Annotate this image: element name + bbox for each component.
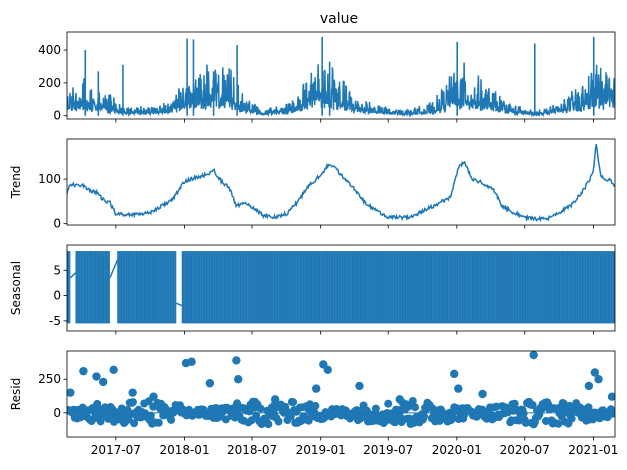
resid-point [584, 403, 593, 412]
xtick-label: 2019-01 [296, 443, 346, 457]
resid-outlier-point [149, 392, 158, 401]
resid-axes-frame [66, 350, 616, 438]
resid-point [129, 398, 137, 407]
resid-point [521, 418, 530, 427]
observed-ytick-label: 400 [38, 43, 61, 57]
observed-axes-frame [66, 31, 616, 120]
resid-outlier-point [187, 357, 196, 366]
resid-outlier-point [607, 392, 615, 401]
resid-outlier-point [79, 366, 88, 376]
resid-point [154, 418, 163, 427]
resid-outlier-point [232, 356, 241, 365]
resid-outlier-point [67, 388, 75, 397]
resid-point [554, 419, 563, 428]
resid-point [146, 411, 155, 420]
observed-panel: 0 200 400 [38, 31, 616, 123]
resid-point [167, 415, 176, 424]
resid-outlier-point [92, 372, 101, 381]
seasonal-ytick-label: 0 [53, 289, 61, 303]
xtick-label: 2018-07 [227, 443, 277, 457]
xtick-label: 2020-07 [500, 443, 550, 457]
resid-outlier-point [594, 375, 603, 384]
seasonal-ylabel: Seasonal [9, 261, 23, 315]
resid-panel: 0 250 2017-07 2018-01 2018-07 2019-01 2019-07 2… [9, 350, 618, 457]
figure-title: value [320, 11, 358, 27]
resid-point [93, 399, 102, 408]
observed-plot-area [67, 36, 615, 118]
trend-ytick-label: 100 [38, 172, 61, 186]
resid-point [311, 401, 320, 410]
resid-outlier-point [584, 381, 594, 391]
resid-ytick-label: 250 [38, 372, 61, 386]
resid-point [510, 399, 519, 408]
resid-outlier-point [450, 369, 459, 379]
xtick-label: 2021-01 [568, 443, 618, 457]
resid-point [420, 412, 428, 421]
resid-outlier-point [205, 379, 215, 388]
resid-plot-area [67, 351, 615, 429]
trend-series-line [67, 144, 615, 223]
resid-point [274, 417, 283, 426]
observed-series-line [67, 62, 615, 118]
seasonal-gap-line [175, 302, 183, 307]
resid-point [289, 398, 298, 407]
seasonal-panel: -5 0 5 Seasonal [9, 244, 616, 335]
resid-ytick-label: 0 [53, 406, 61, 420]
resid-outlier-point [590, 368, 600, 377]
resid-point [411, 403, 419, 412]
resid-point [384, 399, 393, 408]
resid-outlier-point [395, 395, 404, 404]
resid-outlier-point [529, 351, 538, 360]
seasonal-ytick-label: 5 [53, 263, 61, 277]
seasonal-axes-frame [66, 244, 616, 332]
resid-point [408, 397, 417, 405]
seasonal-band [117, 251, 177, 324]
resid-point [371, 404, 380, 413]
xtick-label: 2020-01 [432, 443, 482, 457]
resid-outlier-point [311, 384, 321, 393]
seasonal-gap-line [69, 272, 77, 279]
resid-outlier-point [270, 395, 280, 404]
xtick-label: 2018-01 [159, 443, 209, 457]
resid-outlier-point [323, 365, 332, 375]
observed-ytick-label: 200 [38, 76, 61, 90]
resid-outlier-point [478, 389, 487, 399]
resid-point [567, 414, 576, 423]
resid-outlier-point [454, 384, 463, 393]
observed-ytick-label: 0 [53, 109, 61, 123]
trend-ylabel: Trend [9, 166, 23, 200]
resid-point [264, 420, 273, 429]
resid-point [404, 402, 413, 411]
seasonal-band [67, 251, 71, 324]
resid-point [252, 411, 261, 420]
seasonal-ytick-label: -5 [49, 314, 61, 328]
resid-point [286, 412, 295, 421]
resid-outlier-point [128, 388, 137, 397]
seasonal-plot-area [67, 251, 615, 324]
resid-outlier-point [355, 381, 364, 391]
trend-panel: 0 100 Trend [9, 138, 616, 231]
resid-outlier-point [234, 375, 243, 384]
resid-ylabel: Resid [9, 378, 23, 410]
seasonal-gap-line [109, 259, 119, 279]
resid-point [256, 404, 265, 413]
resid-point [519, 409, 528, 418]
trend-ytick-label: 0 [53, 217, 61, 231]
resid-point [528, 401, 537, 409]
trend-plot-area [67, 144, 615, 223]
xtick-label: 2017-07 [91, 443, 141, 457]
resid-point [130, 419, 139, 428]
resid-outlier-point [109, 365, 118, 375]
trend-axes-frame [66, 138, 616, 226]
resid-outlier-point [98, 377, 108, 387]
xtick-label: 2019-07 [363, 443, 413, 457]
